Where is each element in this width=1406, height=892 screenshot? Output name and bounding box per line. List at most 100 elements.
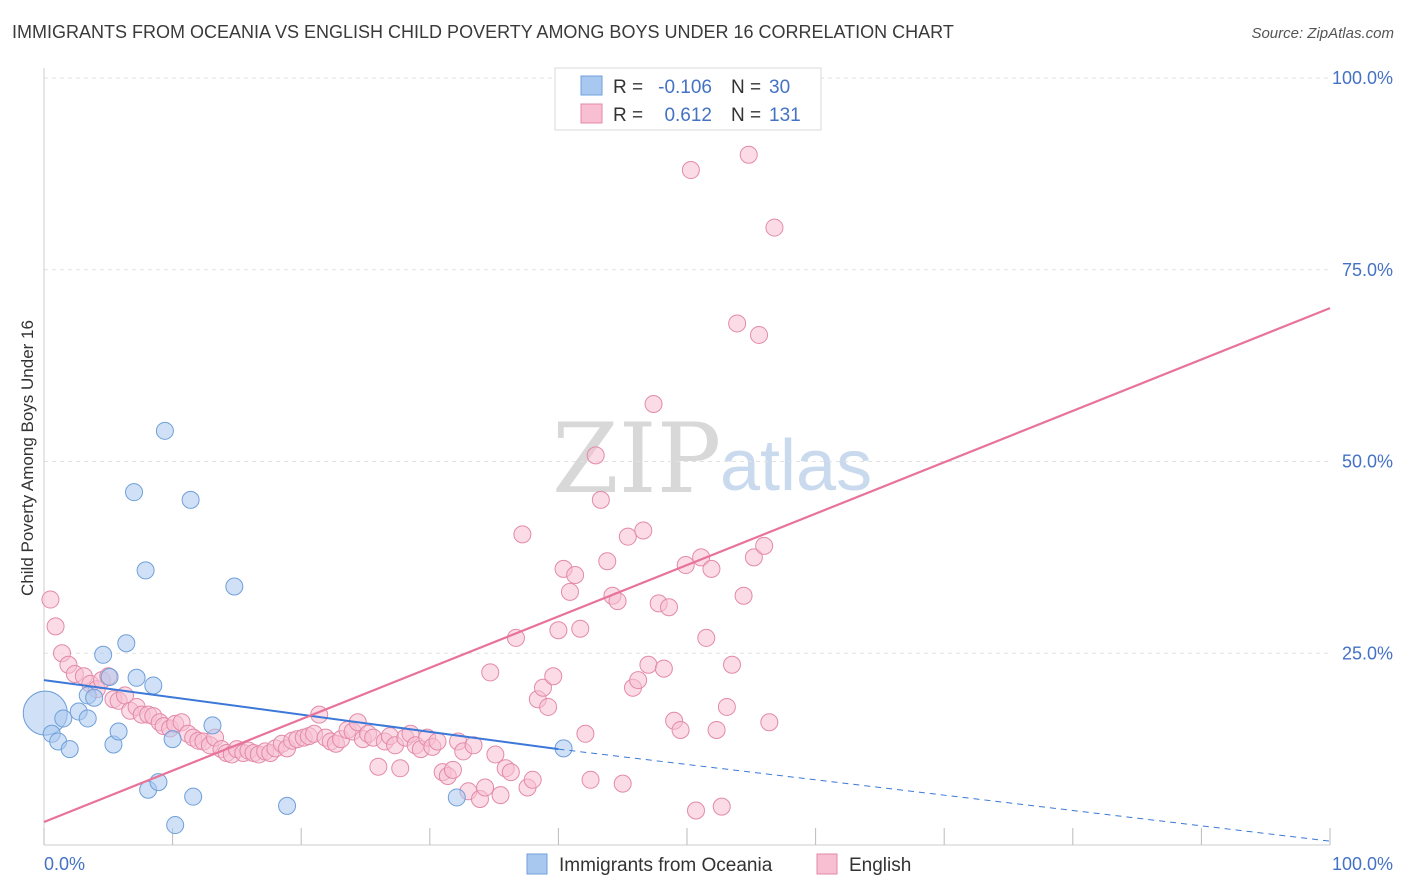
english-point — [712, 797, 731, 816]
english-point — [391, 759, 410, 778]
bottom-legend-swatch-oceania — [526, 853, 548, 875]
oceania-point — [117, 634, 136, 653]
oceania-point — [125, 483, 144, 502]
oceania-point — [78, 709, 97, 728]
legend-box: R = -0.106 N = 30 R = 0.612 N = 131 — [554, 67, 822, 131]
y-tick-label: 100.0% — [1332, 68, 1393, 88]
y-tick-labels: 25.0% 50.0% 75.0% 100.0% — [1332, 68, 1393, 663]
watermark: ZIP atlas — [552, 403, 872, 515]
english-point — [544, 667, 563, 686]
english-point — [576, 724, 595, 743]
english-point — [755, 536, 774, 555]
legend-r-value-english: 0.612 — [664, 105, 712, 126]
english-point — [523, 770, 542, 789]
oceania-point — [278, 796, 297, 815]
oceania-point — [155, 421, 174, 440]
english-point — [491, 786, 510, 805]
oceania-point — [94, 645, 113, 664]
legend-n-value-english: 131 — [769, 105, 801, 126]
legend-r-value-oceania: -0.106 — [658, 77, 712, 98]
english-point — [639, 655, 658, 674]
english-point — [687, 801, 706, 820]
english-point — [586, 446, 605, 465]
english-point — [581, 770, 600, 789]
english-point — [560, 582, 579, 601]
english-point — [428, 732, 447, 751]
legend-n-label-oceania: N = — [731, 77, 761, 98]
english-point — [717, 697, 736, 716]
oceania-point — [109, 722, 128, 741]
english-point — [734, 586, 753, 605]
english-point — [765, 218, 784, 237]
english-point — [539, 697, 558, 716]
english-point — [659, 598, 678, 617]
chart-source: Source: ZipAtlas.com — [1251, 25, 1394, 42]
english-point — [681, 161, 700, 180]
y-axis-label: Child Poverty Among Boys Under 16 — [18, 320, 37, 596]
english-point — [697, 628, 716, 647]
y-tick-label: 75.0% — [1342, 260, 1393, 280]
english-point — [486, 745, 505, 764]
english-point — [618, 527, 637, 546]
english-point — [481, 663, 500, 682]
oceania-point — [184, 787, 203, 806]
english-point — [566, 566, 585, 585]
x-tick-labels: 0.0% 100.0% — [44, 854, 1393, 874]
oceania-trend-extension — [558, 748, 1331, 842]
english-point — [644, 394, 663, 413]
legend-r-label-oceania: R = — [613, 77, 643, 98]
english-point — [533, 678, 552, 697]
legend-r-label-english: R = — [613, 105, 643, 126]
english-point — [513, 525, 532, 544]
english-point — [476, 778, 495, 797]
english-point — [629, 671, 648, 690]
oceania-point — [225, 577, 244, 596]
english-point — [501, 763, 520, 782]
oceania-point — [144, 676, 163, 695]
english-point — [723, 655, 742, 674]
trend-lines — [43, 307, 1331, 842]
watermark-atlas: atlas — [720, 426, 872, 506]
bottom-legend-swatch-english — [816, 853, 838, 875]
oceania-point — [127, 668, 146, 687]
english-point — [571, 619, 590, 638]
oceania-trend-line — [43, 679, 559, 751]
x-tick-label: 100.0% — [1332, 854, 1393, 874]
oceania-point — [54, 709, 73, 728]
english-point — [591, 490, 610, 509]
series-oceania-points — [22, 421, 573, 835]
legend-swatch-oceania — [580, 75, 603, 96]
english-point — [634, 521, 653, 540]
y-tick-label: 25.0% — [1342, 643, 1393, 663]
oceania-point — [60, 740, 79, 759]
watermark-zip: ZIP — [552, 403, 721, 515]
bottom-legend-label-english: English — [849, 855, 911, 876]
x-tick-label: 0.0% — [44, 854, 85, 874]
english-point — [41, 590, 60, 609]
oceania-point — [136, 561, 155, 580]
oceania-point — [163, 730, 182, 749]
english-point — [728, 314, 747, 333]
english-trend-line — [43, 307, 1331, 824]
y-tick-label: 50.0% — [1342, 452, 1393, 472]
oceania-point — [100, 668, 119, 687]
legend-n-label-english: N = — [731, 105, 761, 126]
chart-title: IMMIGRANTS FROM OCEANIA VS ENGLISH CHILD… — [12, 22, 954, 42]
english-point — [46, 617, 65, 636]
oceania-point — [181, 490, 200, 509]
oceania-point — [203, 716, 222, 735]
legend-swatch-english — [580, 103, 603, 124]
english-point — [671, 720, 690, 739]
oceania-point — [85, 688, 104, 707]
english-point — [369, 757, 388, 776]
english-point — [739, 145, 758, 164]
english-point — [443, 760, 462, 779]
english-point — [654, 659, 673, 678]
english-point — [702, 559, 721, 578]
english-point — [707, 720, 726, 739]
oceania-point — [166, 816, 185, 835]
bottom-legend-label-oceania: Immigrants from Oceania — [559, 855, 773, 876]
english-point — [549, 621, 568, 640]
legend-n-value-oceania: 30 — [769, 77, 790, 98]
